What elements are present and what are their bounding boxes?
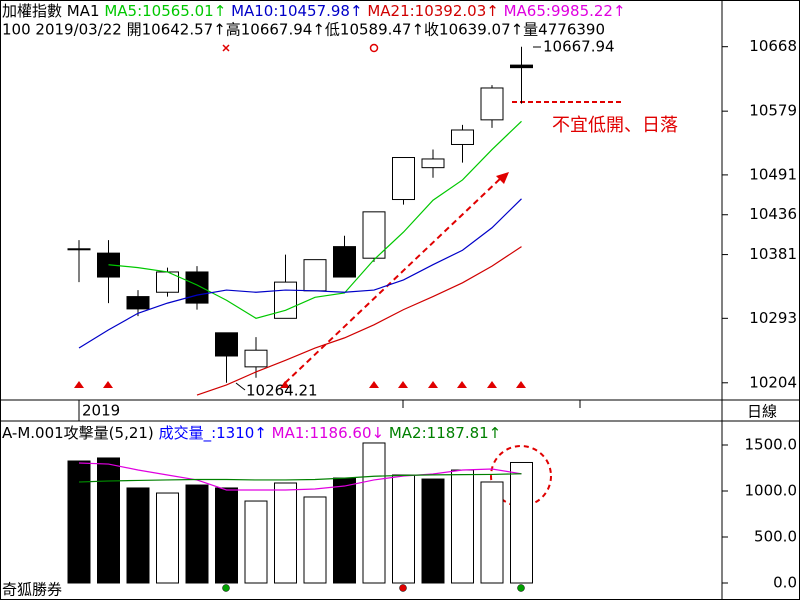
volume-bar (97, 457, 120, 584)
ma-line (78, 473, 522, 483)
title: A-M.001攻擊量(5,21) (2, 424, 154, 442)
candle-body (215, 332, 238, 357)
volume-bar (510, 461, 533, 584)
y-tick-label: 1000.0 (745, 482, 798, 500)
volume-bar (126, 487, 150, 584)
candle-body (274, 281, 297, 319)
x-label: 2019 (82, 402, 120, 420)
y-tick-label: 500.0 (754, 528, 797, 546)
candle-body (421, 158, 445, 169)
volume-bar (274, 482, 297, 584)
candle-body (244, 349, 268, 368)
candle-body (480, 87, 504, 121)
y-tick-label: 10204 (749, 373, 797, 391)
low-label: 10264.21 (246, 382, 318, 400)
volume-bar (333, 477, 356, 584)
ma-line (78, 198, 522, 349)
subtitle: MA1 (67, 2, 100, 20)
ma-line (108, 120, 522, 319)
period: 日線 (747, 403, 777, 421)
legend-entry: MA10:10457.98↑ (231, 2, 362, 20)
volume-bar (215, 487, 238, 584)
note: 不宜低開、日落 (552, 115, 678, 136)
candle-body (333, 246, 356, 278)
footer: 奇狐勝券 (2, 581, 62, 599)
title: 加權指數 (2, 2, 62, 20)
ma-line (196, 246, 522, 396)
y-tick-label: 10668 (749, 37, 797, 55)
leader (235, 382, 246, 391)
y-tick-label: 0.0 (773, 574, 797, 592)
volume-bar (421, 478, 445, 584)
y-tick-label: 10381 (749, 245, 797, 263)
legend-entry: MA21:10392.03↑ (367, 2, 498, 20)
volume-bar (480, 481, 504, 584)
y-tick-label: 10293 (749, 309, 797, 327)
volume-bar (451, 469, 474, 584)
ma-line (78, 462, 522, 491)
volume-bar (156, 492, 179, 584)
candle-body (185, 271, 209, 304)
candle-body (126, 296, 150, 310)
volume-bar (392, 474, 415, 584)
high-label: 10667.94 (543, 38, 615, 56)
candle-body (67, 248, 91, 251)
legend-entry: 成交量_:1310↑ (159, 424, 267, 443)
legend-entry: MA5:10565.01↑ (104, 2, 226, 20)
y-tick-label: 1500.0 (745, 436, 798, 454)
candle-body (392, 157, 415, 201)
legend-entry: MA65:9985.22↑ (504, 2, 626, 20)
y-tick-label: 10579 (749, 102, 797, 120)
volume-bar (303, 496, 327, 584)
volume-bar (244, 500, 268, 584)
legend-entry: MA1:1186.60↓ (272, 424, 384, 442)
volume-bar (362, 442, 386, 584)
legend-entry: MA2:1187.81↑ (389, 424, 501, 442)
candle-body (510, 64, 533, 69)
vol-header: A-M.001攻擊量(5,21) 成交量_:1310↑ MA1:1186.60↓… (2, 424, 501, 443)
signals (74, 43, 526, 388)
candle-body (362, 211, 386, 259)
candle-body (451, 129, 474, 145)
y-tick-label: 10491 (749, 165, 797, 183)
volume-bar (67, 460, 91, 584)
y-tick-label: 10436 (749, 205, 797, 223)
info: 100 2019/03/22 開10642.57↑高10667.94↑低1058… (2, 21, 605, 39)
arrow-head (496, 172, 509, 184)
header: 加權指數 MA1 MA5:10565.01↑ MA10:10457.98↑ MA… (2, 2, 626, 20)
volume-bar (185, 484, 209, 584)
candle-body (303, 259, 327, 292)
